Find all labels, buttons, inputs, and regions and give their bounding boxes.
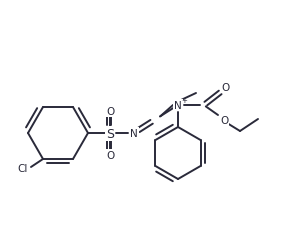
Text: N: N xyxy=(174,101,182,110)
Text: Cl: Cl xyxy=(18,163,28,173)
Text: O: O xyxy=(106,106,114,117)
Text: +: + xyxy=(181,98,187,104)
Text: N: N xyxy=(130,128,138,138)
Text: O: O xyxy=(220,115,228,126)
Text: O: O xyxy=(106,150,114,160)
Text: S: S xyxy=(106,127,114,140)
Text: O: O xyxy=(221,83,229,93)
